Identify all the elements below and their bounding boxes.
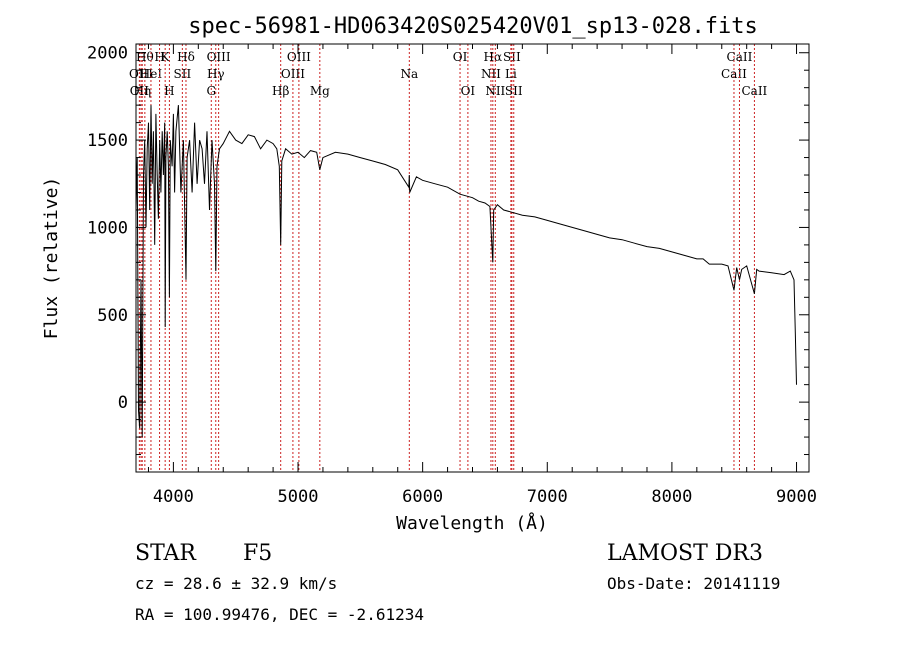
emission-line-label: SII: [174, 67, 192, 81]
emission-line-label: Na: [400, 67, 418, 81]
emission-line-label: OIII: [281, 67, 305, 81]
emission-line-label: OIII: [207, 50, 231, 64]
emission-line-label: NII: [485, 84, 505, 98]
emission-line-label: OII: [130, 84, 150, 98]
emission-line-label: Hγ: [207, 67, 225, 81]
spectrum-series: [135, 105, 797, 438]
survey-name: LAMOST DR3: [607, 541, 763, 566]
chart-title: spec-56981-HD063420S025420V01_sp13-028.f…: [188, 14, 758, 39]
emission-line-label: HeI: [140, 67, 163, 81]
emission-line-label: SII: [503, 50, 521, 64]
x-tick-label: 5000: [278, 487, 319, 507]
y-tick-label: 1500: [87, 131, 128, 151]
emission-line-label: Hθ: [136, 50, 154, 64]
redshift-cz: cz = 28.6 ± 32.9 km/s: [135, 574, 337, 593]
emission-line-label: H: [154, 50, 164, 64]
y-tick-label: 0: [118, 393, 128, 413]
x-tick-label: 4000: [153, 487, 194, 507]
x-tick-label: 9000: [776, 487, 817, 507]
emission-line-label: SII: [505, 84, 523, 98]
emission-line-label: OI: [461, 84, 476, 98]
emission-line-label: OI: [453, 50, 468, 64]
x-tick-label: 6000: [402, 487, 443, 507]
x-tick-label: 8000: [651, 487, 692, 507]
emission-line-label: CaII: [727, 50, 753, 64]
emission-line-label: OIII: [129, 67, 153, 81]
emission-line-label: NII: [481, 67, 501, 81]
x-axis-label: Wavelength (Å): [396, 512, 548, 534]
y-tick-label: 2000: [87, 44, 128, 64]
emission-line-label: OIII: [287, 50, 311, 64]
emission-line-label: G: [206, 84, 216, 98]
emission-line-label: CaII: [721, 67, 747, 81]
emission-line-label: Hα: [484, 50, 503, 64]
x-axis: 4000 5000 6000 7000 8000 9000: [147, 44, 817, 507]
emission-line-label: Hβ: [272, 84, 289, 98]
ra-dec: RA = 100.99476, DEC = -2.61234: [135, 605, 424, 624]
y-axis: 0 500 1000 1500 2000: [87, 44, 809, 473]
object-class: STAR: [135, 541, 197, 566]
x-tick-label: 7000: [527, 487, 568, 507]
emission-line-label: Hδ: [177, 50, 195, 64]
object-subclass: F5: [243, 541, 272, 566]
emission-line-label: CaII: [741, 84, 767, 98]
y-tick-label: 1000: [87, 218, 128, 238]
emission-line-label: Mg: [310, 84, 330, 98]
emission-line-label: K: [161, 50, 171, 64]
emission-line-label: H: [164, 84, 174, 98]
emission-line-label: Li: [505, 67, 517, 81]
y-axis-label: Flux (relative): [41, 177, 62, 340]
spectrum-line: [135, 105, 797, 438]
obs-date: Obs-Date: 20141119: [607, 574, 780, 593]
y-tick-label: 500: [97, 306, 128, 326]
